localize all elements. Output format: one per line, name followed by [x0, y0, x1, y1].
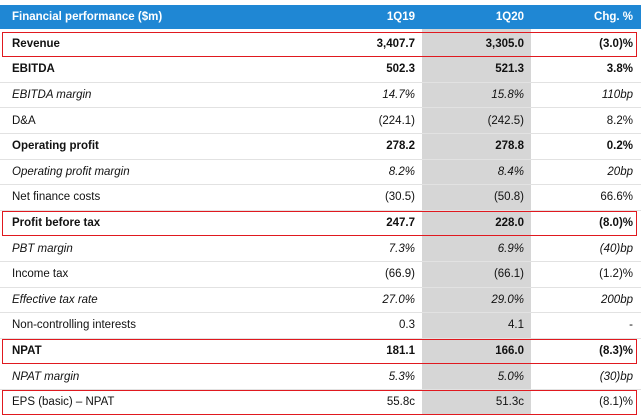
table-row: Net finance costs (30.5) (50.8) 66.6%: [0, 185, 641, 211]
row-divider: [0, 286, 641, 288]
value-1q19: 14.7%: [382, 88, 415, 101]
value-1q20: 5.0%: [497, 370, 524, 383]
highlight-box: [2, 211, 637, 236]
table-row: Revenue 3,407.7 3,305.0 (3.0)%: [0, 31, 641, 57]
row-divider: [0, 209, 641, 211]
table-header: Financial performance ($m) 1Q19 1Q20 Chg…: [0, 5, 641, 29]
value-change: 8.2%: [606, 114, 633, 127]
value-1q19: (30.5): [384, 191, 415, 204]
row-label: Revenue: [12, 37, 60, 50]
value-1q20: 29.0%: [491, 293, 524, 306]
header-label: Financial performance ($m): [12, 11, 163, 23]
value-1q19: 181.1: [386, 344, 415, 357]
row-label: NPAT margin: [12, 370, 80, 383]
row-label: Effective tax rate: [12, 293, 98, 306]
value-1q19: 278.2: [386, 140, 415, 153]
value-1q20: (66.1): [493, 268, 524, 281]
value-1q20: 6.9%: [497, 242, 524, 255]
value-1q19: (66.9): [384, 268, 415, 281]
value-change: (8.0)%: [599, 216, 633, 229]
row-label: EBITDA margin: [12, 88, 92, 101]
row-divider: [0, 107, 641, 109]
row-divider: [0, 81, 641, 83]
value-1q19: 27.0%: [382, 293, 415, 306]
table-row: EPS (basic) – NPAT 55.8c 51.3c (8.1)%: [0, 389, 641, 415]
value-change: 0.2%: [606, 140, 633, 153]
table-row: NPAT 181.1 166.0 (8.3)%: [0, 338, 641, 364]
highlight-box: [2, 390, 637, 415]
value-change: 66.6%: [600, 191, 633, 204]
value-change: (40)bp: [599, 242, 633, 255]
table-row: Profit before tax 247.7 228.0 (8.0)%: [0, 210, 641, 236]
row-divider: [0, 337, 641, 339]
table-row: D&A (224.1) (242.5) 8.2%: [0, 108, 641, 134]
table-row: Operating profit margin 8.2% 8.4% 20bp: [0, 159, 641, 185]
value-change: 110bp: [601, 88, 633, 101]
value-1q20: 521.3: [495, 63, 524, 76]
header-col-1q19: 1Q19: [386, 11, 415, 23]
value-change: (8.1)%: [599, 396, 633, 409]
row-label: NPAT: [12, 344, 42, 357]
row-label: PBT margin: [12, 242, 73, 255]
value-change: 3.8%: [606, 63, 633, 76]
value-1q19: 3,407.7: [376, 37, 415, 50]
value-1q19: 502.3: [386, 63, 415, 76]
value-1q19: 55.8c: [386, 396, 415, 409]
table-row: Non-controlling interests 0.3 4.1 -: [0, 313, 641, 339]
value-change: (1.2)%: [599, 268, 633, 281]
value-change: -: [629, 319, 633, 332]
row-divider: [0, 158, 641, 160]
row-label: Profit before tax: [12, 216, 101, 229]
value-1q19: (224.1): [378, 114, 415, 127]
row-divider: [0, 184, 641, 186]
value-change: 200bp: [601, 293, 633, 306]
header-col-change: Chg. %: [594, 11, 633, 23]
header-col-1q20: 1Q20: [495, 11, 524, 23]
row-label: Net finance costs: [12, 191, 101, 204]
row-divider: [0, 388, 641, 390]
value-1q19: 7.3%: [388, 242, 415, 255]
row-divider: [0, 312, 641, 314]
table-row: EBITDA margin 14.7% 15.8% 110bp: [0, 82, 641, 108]
value-1q20: 278.8: [495, 140, 524, 153]
value-1q20: 15.8%: [491, 88, 524, 101]
row-label: EPS (basic) – NPAT: [12, 396, 115, 409]
value-1q20: 51.3c: [495, 396, 524, 409]
value-1q20: (242.5): [487, 114, 524, 127]
highlight-box: [2, 32, 637, 57]
row-label: Income tax: [12, 268, 69, 281]
value-1q20: 228.0: [495, 216, 524, 229]
value-change: (30)bp: [599, 370, 633, 383]
table-row: Effective tax rate 27.0% 29.0% 200bp: [0, 287, 641, 313]
table-row: Income tax (66.9) (66.1) (1.2)%: [0, 261, 641, 287]
value-1q20: (50.8): [493, 191, 524, 204]
table-row: EBITDA 502.3 521.3 3.8%: [0, 57, 641, 83]
row-label: Non-controlling interests: [12, 319, 137, 332]
row-label: Operating profit margin: [12, 165, 130, 178]
value-change: (8.3)%: [599, 344, 633, 357]
highlight-box: [2, 339, 637, 364]
value-change: 20bp: [607, 165, 633, 178]
row-label: D&A: [12, 114, 36, 127]
row-divider: [0, 260, 641, 262]
row-divider: [0, 132, 641, 134]
row-label: Operating profit: [12, 140, 99, 153]
value-1q19: 8.2%: [388, 165, 415, 178]
value-1q19: 0.3: [399, 319, 415, 332]
row-label: EBITDA: [12, 63, 55, 76]
table-row: PBT margin 7.3% 6.9% (40)bp: [0, 236, 641, 262]
current-period-column-shade: [422, 29, 531, 415]
value-1q20: 166.0: [495, 344, 524, 357]
value-1q19: 5.3%: [388, 370, 415, 383]
value-1q20: 4.1: [508, 319, 524, 332]
table-row: Operating profit 278.2 278.8 0.2%: [0, 133, 641, 159]
value-1q19: 247.7: [386, 216, 415, 229]
value-change: (3.0)%: [599, 37, 633, 50]
value-1q20: 3,305.0: [485, 37, 524, 50]
table-row: NPAT margin 5.3% 5.0% (30)bp: [0, 364, 641, 390]
value-1q20: 8.4%: [497, 165, 524, 178]
